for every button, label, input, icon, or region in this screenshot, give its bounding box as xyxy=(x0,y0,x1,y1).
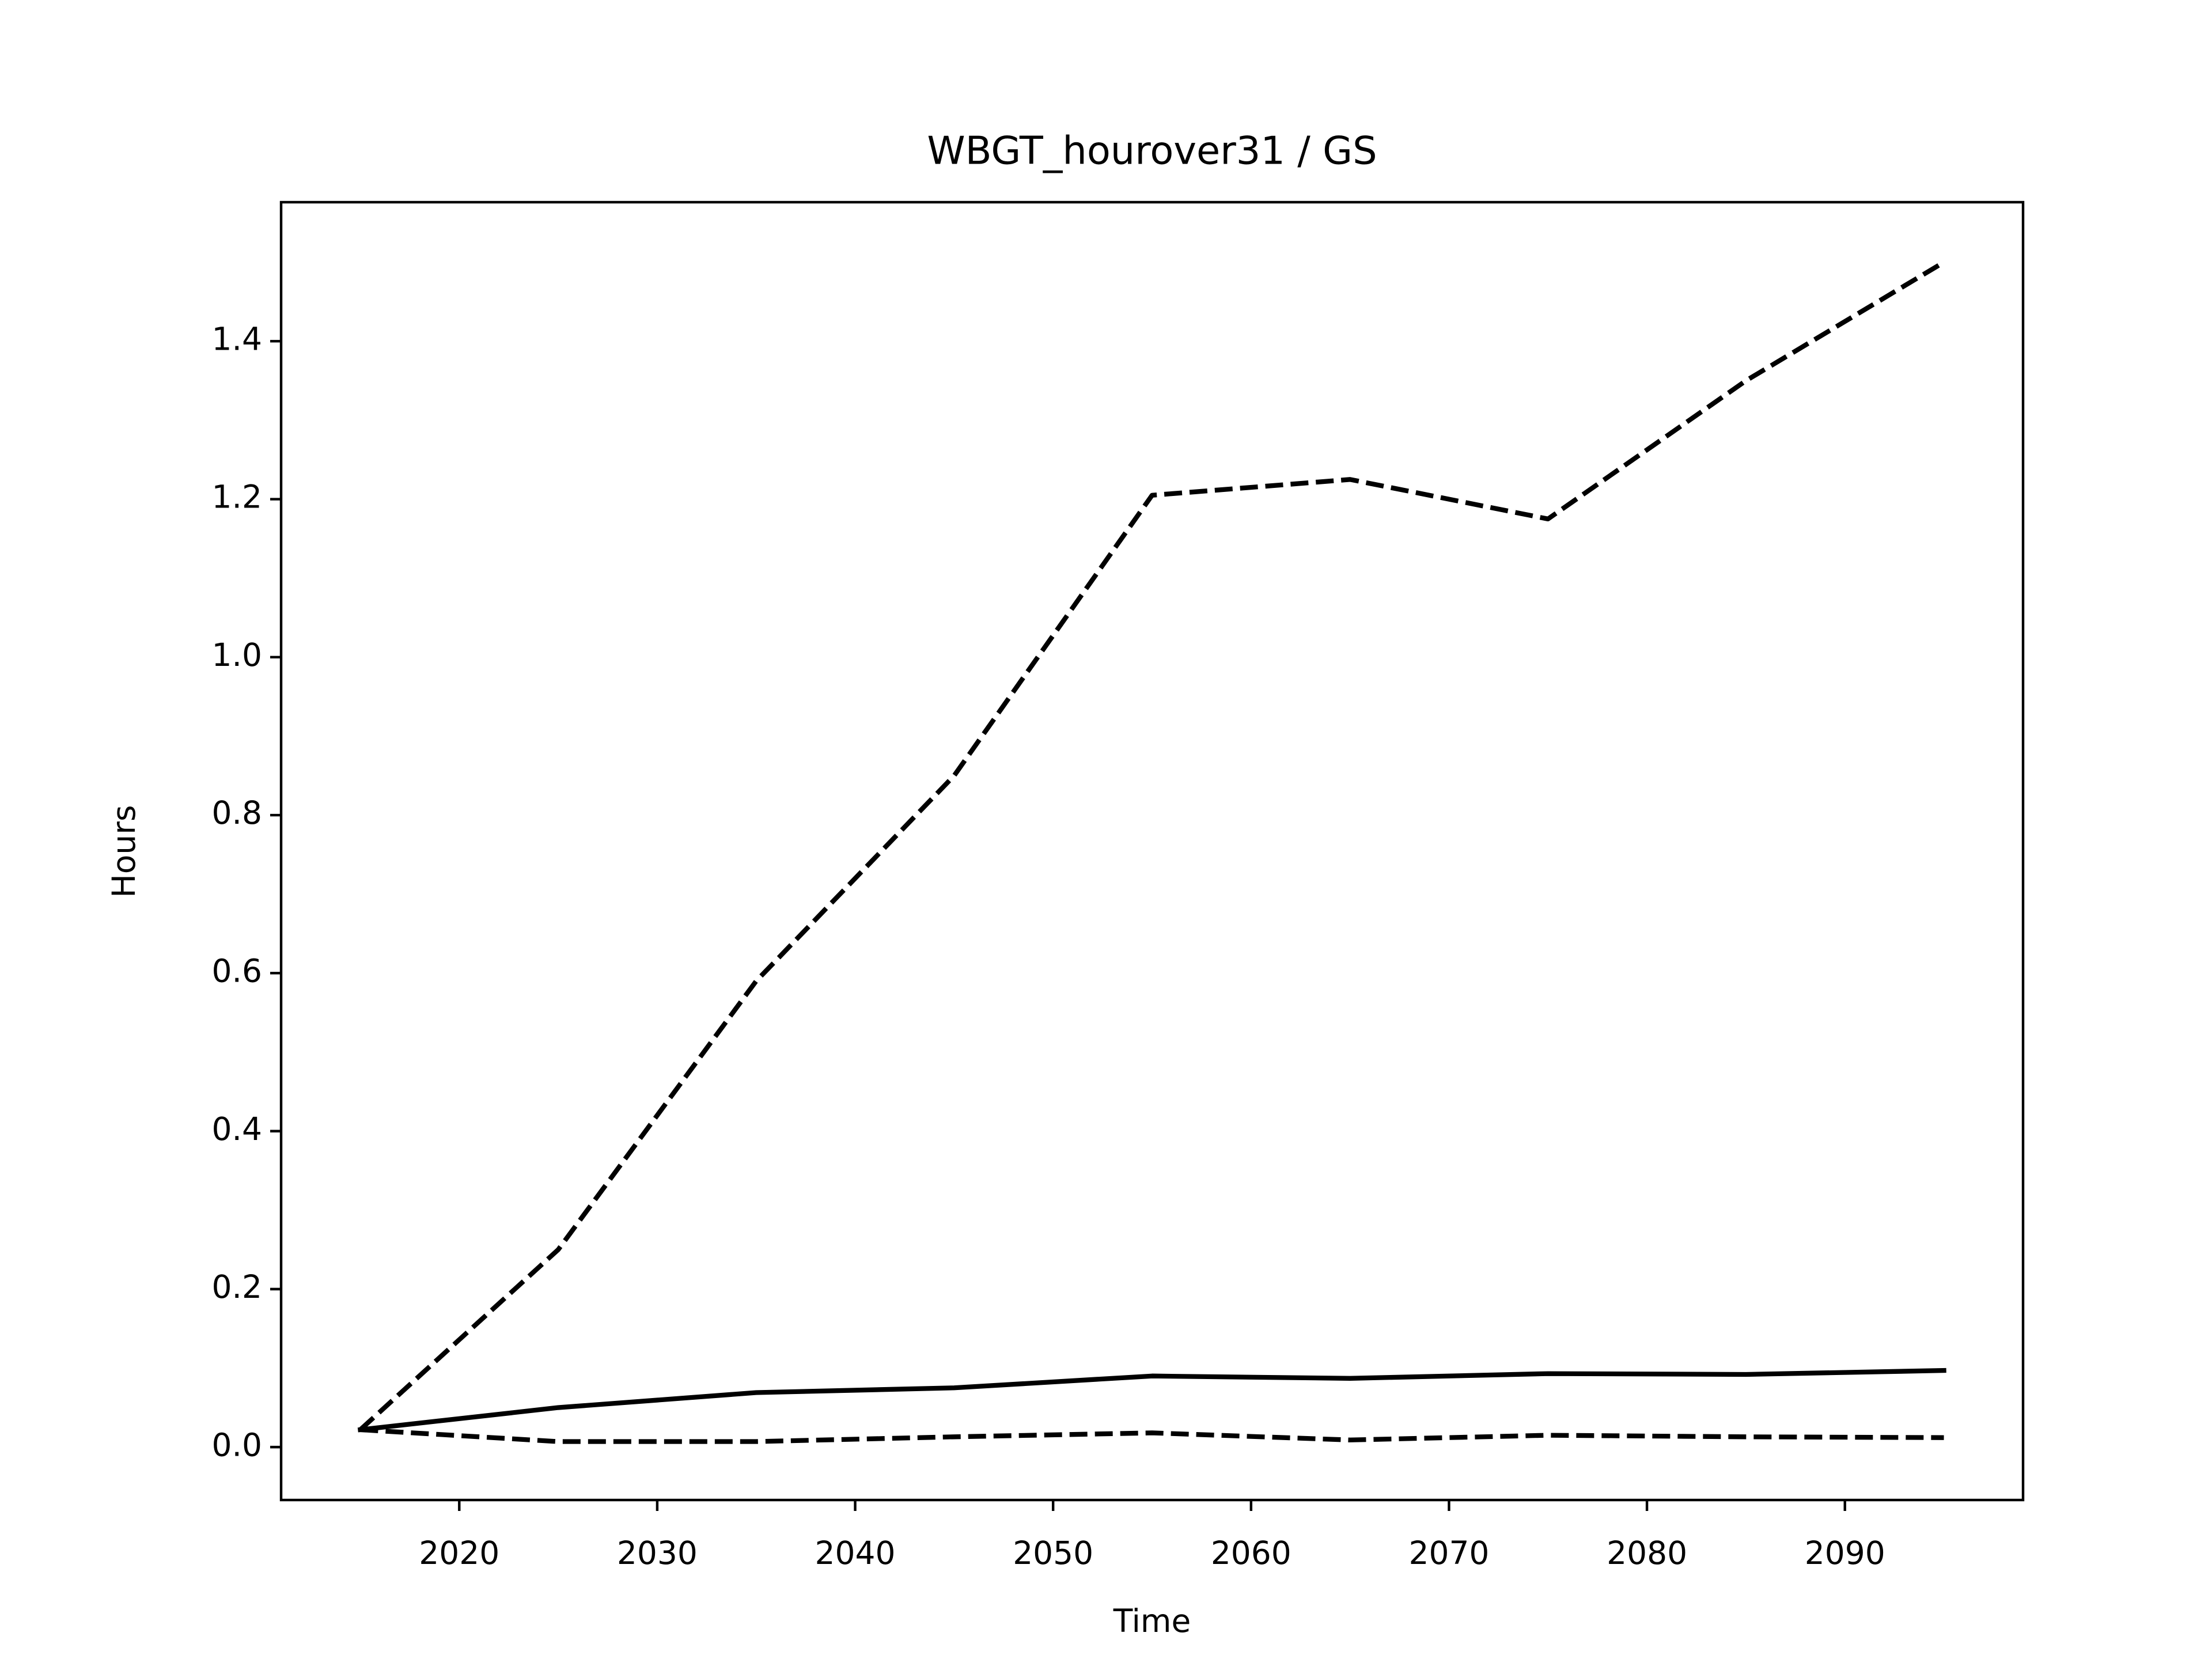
x-tick-label: 2020 xyxy=(419,1535,499,1571)
x-tick-label: 2050 xyxy=(1013,1535,1093,1571)
y-tick-label: 1.0 xyxy=(212,637,262,673)
x-tick-label: 2080 xyxy=(1607,1535,1687,1571)
y-tick-label: 0.4 xyxy=(212,1111,262,1147)
chart-title: WBGT_hourover31 / GS xyxy=(927,128,1377,173)
y-tick-label: 1.2 xyxy=(212,479,262,516)
y-tick-label: 0.0 xyxy=(212,1426,262,1463)
data-line xyxy=(360,1427,1944,1444)
x-tick-label: 2030 xyxy=(617,1535,698,1571)
y-tick-label: 0.2 xyxy=(212,1268,262,1305)
y-tick-label: 1.4 xyxy=(212,320,262,357)
plot-frame xyxy=(279,200,2025,1502)
x-tick-label: 2040 xyxy=(815,1535,896,1571)
x-tick-label: 2070 xyxy=(1408,1535,1489,1571)
y-axis-label: Hours xyxy=(105,805,142,897)
data-line xyxy=(358,260,1945,1432)
x-tick-label: 2090 xyxy=(1805,1535,1885,1571)
x-tick-label: 2060 xyxy=(1211,1535,1291,1571)
data-line xyxy=(357,1368,1946,1433)
x-axis-label: Time xyxy=(1113,1603,1191,1639)
y-tick-label: 0.8 xyxy=(212,794,262,831)
y-tick-label: 0.6 xyxy=(212,953,262,990)
